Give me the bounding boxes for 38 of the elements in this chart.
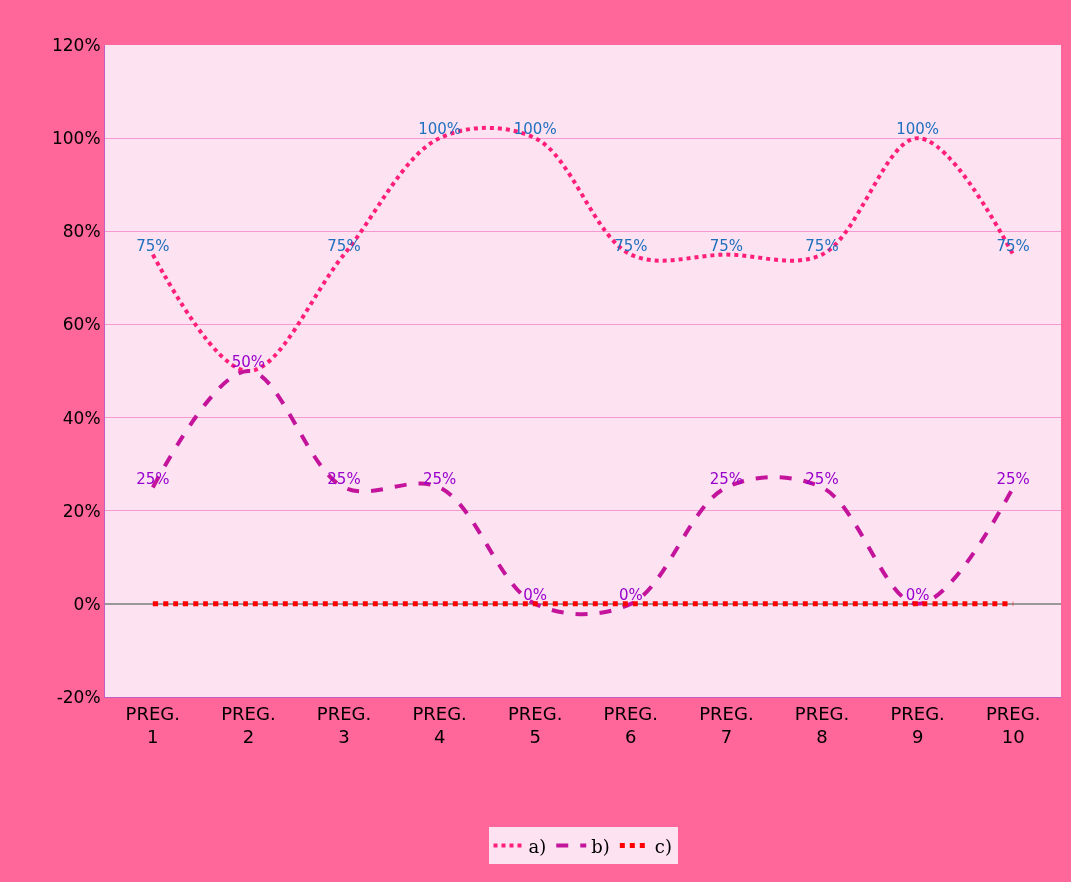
- x-tick-label: PREG. 9: [890, 702, 945, 747]
- legend-label: a): [528, 835, 547, 857]
- data-label: 25%: [136, 469, 170, 488]
- data-label: 0%: [523, 586, 548, 605]
- x-tick-label: PREG. 10: [986, 702, 1041, 747]
- data-label: 25%: [996, 469, 1030, 488]
- data-label: 25%: [422, 469, 457, 488]
- y-tick-label: 0%: [73, 593, 101, 614]
- y-tick-label: 80%: [62, 221, 101, 242]
- y-tick-label: 40%: [62, 407, 101, 428]
- x-tick-label: PREG. 8: [794, 702, 850, 747]
- y-tick-label: -20%: [56, 686, 101, 707]
- y-tick-label: 20%: [62, 500, 101, 521]
- x-tick-label: PREG. 4: [412, 702, 467, 747]
- data-label: 75%: [136, 236, 170, 255]
- data-label: 0%: [905, 586, 930, 605]
- data-label: 75%: [996, 236, 1030, 255]
- data-label: 100%: [896, 120, 940, 139]
- y-tick-label: 120%: [51, 34, 101, 55]
- legend-label: b): [591, 835, 610, 857]
- y-tick-label: 60%: [62, 314, 101, 335]
- x-tick-label: PREG. 1: [125, 702, 180, 747]
- data-label: 75%: [709, 236, 744, 255]
- data-label: 100%: [418, 120, 462, 139]
- x-tick-label: PREG. 2: [221, 702, 276, 747]
- data-label: 0%: [618, 586, 643, 605]
- data-label: 75%: [614, 236, 648, 255]
- x-tick-label: PREG. 5: [508, 702, 563, 747]
- data-label: 100%: [513, 120, 557, 139]
- data-label: 25%: [805, 469, 839, 488]
- data-label: 25%: [709, 469, 744, 488]
- legend-label: c): [654, 835, 672, 857]
- data-label: 75%: [327, 236, 361, 255]
- data-label: 50%: [231, 353, 266, 372]
- x-tick-label: PREG. 7: [699, 702, 754, 747]
- x-tick-label: PREG. 3: [316, 702, 372, 747]
- x-tick-label: PREG. 6: [603, 702, 658, 747]
- y-tick-label: 100%: [51, 128, 101, 149]
